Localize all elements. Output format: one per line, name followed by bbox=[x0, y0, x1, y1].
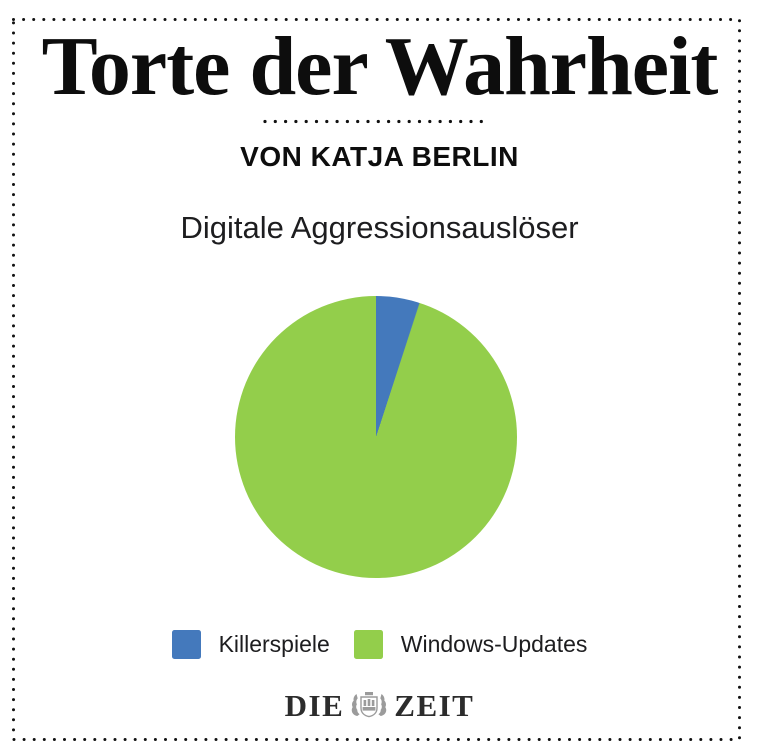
byline: VON KATJA BERLIN bbox=[240, 141, 519, 172]
pie-chart bbox=[235, 296, 517, 578]
die-zeit-logo: DIE ZEIT bbox=[0, 688, 759, 724]
legend-item-killerspiele: Killerspiele bbox=[171, 630, 330, 659]
legend-label: Killerspiele bbox=[218, 631, 330, 657]
legend-swatch-green bbox=[353, 630, 383, 659]
chart-legend: Killerspiele Windows-Updates bbox=[0, 630, 759, 659]
logo-text-zeit: ZEIT bbox=[394, 688, 475, 723]
masthead-title: Torte der Wahrheit bbox=[41, 20, 719, 113]
legend-label: Windows-Updates bbox=[400, 631, 588, 657]
dotted-separator bbox=[263, 119, 493, 124]
legend-swatch-blue bbox=[171, 630, 201, 659]
chart-title: Digitale Aggressionsauslöser bbox=[180, 210, 579, 245]
hamburg-crest-icon bbox=[352, 691, 387, 717]
legend-item-windows-updates: Windows-Updates bbox=[353, 630, 588, 659]
logo-text-die: DIE bbox=[284, 688, 345, 723]
